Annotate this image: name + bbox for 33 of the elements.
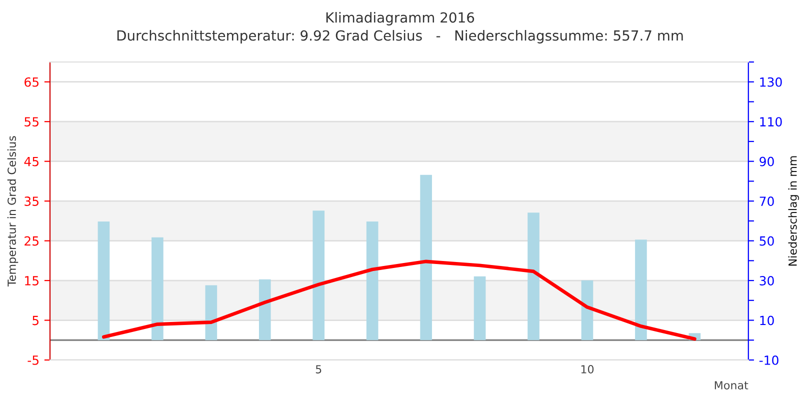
bar bbox=[366, 222, 378, 340]
bar bbox=[635, 240, 647, 340]
bar bbox=[474, 276, 486, 340]
bar bbox=[98, 222, 110, 340]
bar bbox=[258, 279, 271, 340]
y-tick-label: 25 bbox=[24, 236, 38, 246]
y2-tick-label: 110 bbox=[760, 117, 782, 127]
y-tick-label: -5 bbox=[28, 356, 38, 365]
bar bbox=[152, 237, 164, 340]
y-tick-label: 35 bbox=[24, 196, 38, 206]
y2-tick-label: -10 bbox=[759, 355, 778, 365]
bar bbox=[312, 210, 325, 340]
y-tick-label: 65 bbox=[24, 77, 38, 87]
y2-tick-label: 70 bbox=[760, 196, 774, 206]
bar bbox=[420, 174, 432, 340]
y-tick-label: 55 bbox=[24, 117, 38, 127]
y2-tick-label: 90 bbox=[760, 156, 774, 166]
y-tick-label: 5 bbox=[32, 316, 38, 326]
y2-tick-label: 130 bbox=[760, 77, 782, 87]
bar bbox=[528, 212, 540, 340]
bar bbox=[581, 280, 594, 340]
y2-tick-label: 50 bbox=[760, 236, 774, 246]
y2-axis-title: Niederschlag in mm bbox=[788, 156, 799, 266]
y-tick-label: 45 bbox=[24, 156, 38, 166]
x-axis-title: Monat bbox=[714, 381, 748, 390]
y2-tick-label: 10 bbox=[760, 316, 774, 326]
y-tick-label: 15 bbox=[25, 276, 38, 286]
line-series bbox=[102, 260, 696, 341]
bar bbox=[205, 285, 218, 340]
y2-tick-label: 30 bbox=[760, 276, 774, 286]
chart-title: Klimadiagramm 2016 bbox=[326, 12, 474, 26]
chart-subtitle: Durchschnittstemperatur: 9.92 Grad Celsius - Niederschlagssumme: 557.7 mm bbox=[117, 30, 683, 44]
y-axis-title: Temperatur in Grad Celsius bbox=[7, 136, 18, 287]
